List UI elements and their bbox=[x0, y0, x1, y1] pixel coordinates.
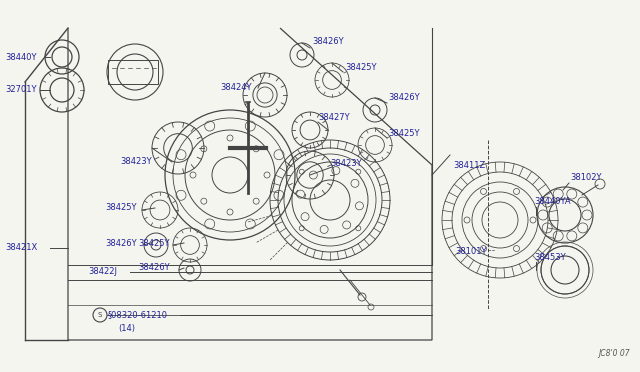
Text: 38424Y: 38424Y bbox=[220, 83, 252, 93]
Text: 38426Y: 38426Y bbox=[388, 93, 420, 103]
Text: 38426Y: 38426Y bbox=[138, 263, 170, 273]
Text: (14): (14) bbox=[118, 324, 135, 333]
Text: 38425Y: 38425Y bbox=[345, 64, 376, 73]
Text: 38422J: 38422J bbox=[88, 267, 117, 276]
Text: 38453Y: 38453Y bbox=[534, 253, 566, 262]
Text: 38425Y: 38425Y bbox=[138, 238, 170, 247]
Text: 38426Y: 38426Y bbox=[312, 38, 344, 46]
Text: 38440Y: 38440Y bbox=[5, 52, 36, 61]
Text: 38411Z: 38411Z bbox=[453, 160, 485, 170]
Text: 38102Y: 38102Y bbox=[570, 173, 602, 183]
Text: 38423Y: 38423Y bbox=[120, 157, 152, 167]
Text: S: S bbox=[98, 312, 102, 318]
Text: 38423Y: 38423Y bbox=[330, 158, 362, 167]
Text: 38427Y: 38427Y bbox=[318, 113, 349, 122]
Text: 38425Y: 38425Y bbox=[105, 203, 136, 212]
Text: §08320-61210: §08320-61210 bbox=[108, 311, 168, 320]
Text: JC8'0 07: JC8'0 07 bbox=[598, 349, 630, 358]
Text: 38421X: 38421X bbox=[5, 244, 37, 253]
Text: 38425Y: 38425Y bbox=[388, 128, 419, 138]
Text: 32701Y: 32701Y bbox=[5, 86, 36, 94]
Text: 38440YA: 38440YA bbox=[534, 198, 571, 206]
Text: 38426Y: 38426Y bbox=[105, 238, 136, 247]
Text: 38101Y: 38101Y bbox=[455, 247, 486, 257]
Bar bbox=[108, 60, 158, 84]
